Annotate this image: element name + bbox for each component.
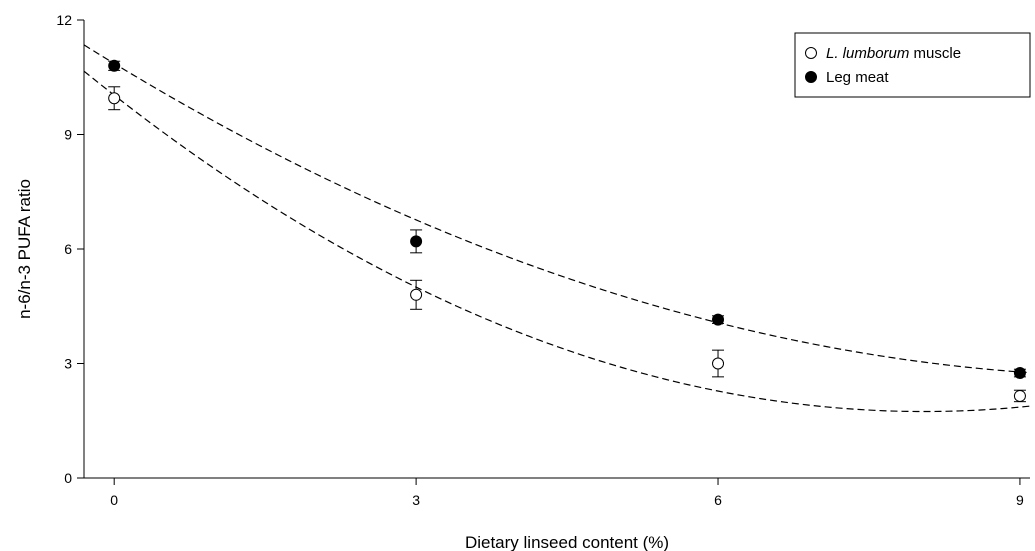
data-points [109, 60, 1026, 401]
data-point-leg-meat [713, 314, 724, 325]
x-tick-label: 0 [110, 492, 118, 508]
legend-box [795, 33, 1030, 97]
x-axis-title: Dietary linseed content (%) [465, 533, 669, 551]
legend-label: Leg meat [826, 69, 889, 86]
legend: L. lumborum muscle Leg meat [795, 33, 1030, 97]
fit-curves [84, 45, 1030, 412]
data-point-lumborum [713, 358, 724, 369]
data-point-lumborum [1014, 390, 1025, 401]
legend-label-part: L. lumborum [826, 45, 909, 62]
legend-label-part: Leg meat [826, 69, 889, 86]
fit-curve-series-1 [84, 71, 1030, 411]
x-tick-label: 9 [1016, 492, 1024, 508]
x-axis-ticks: 0 3 6 9 [110, 478, 1024, 508]
y-axis-ticks: 0 3 6 9 12 [56, 12, 84, 486]
y-tick-label: 9 [64, 127, 72, 143]
y-tick-label: 3 [64, 356, 72, 372]
legend-marker [806, 72, 817, 83]
y-tick-label: 12 [56, 12, 72, 28]
error-bars [108, 61, 1026, 401]
legend-label: L. lumborum muscle [826, 45, 961, 62]
data-point-lumborum [411, 289, 422, 300]
data-point-leg-meat [109, 60, 120, 71]
y-tick-label: 6 [64, 241, 72, 257]
data-point-lumborum [109, 93, 120, 104]
x-tick-label: 6 [714, 492, 722, 508]
data-point-leg-meat [411, 236, 422, 247]
legend-marker [806, 48, 817, 59]
data-point-leg-meat [1014, 368, 1025, 379]
y-axis-title: n-6/n-3 PUFA ratio [15, 179, 34, 319]
legend-label-part: muscle [909, 45, 961, 62]
x-tick-label: 3 [412, 492, 420, 508]
y-tick-label: 0 [64, 470, 72, 486]
